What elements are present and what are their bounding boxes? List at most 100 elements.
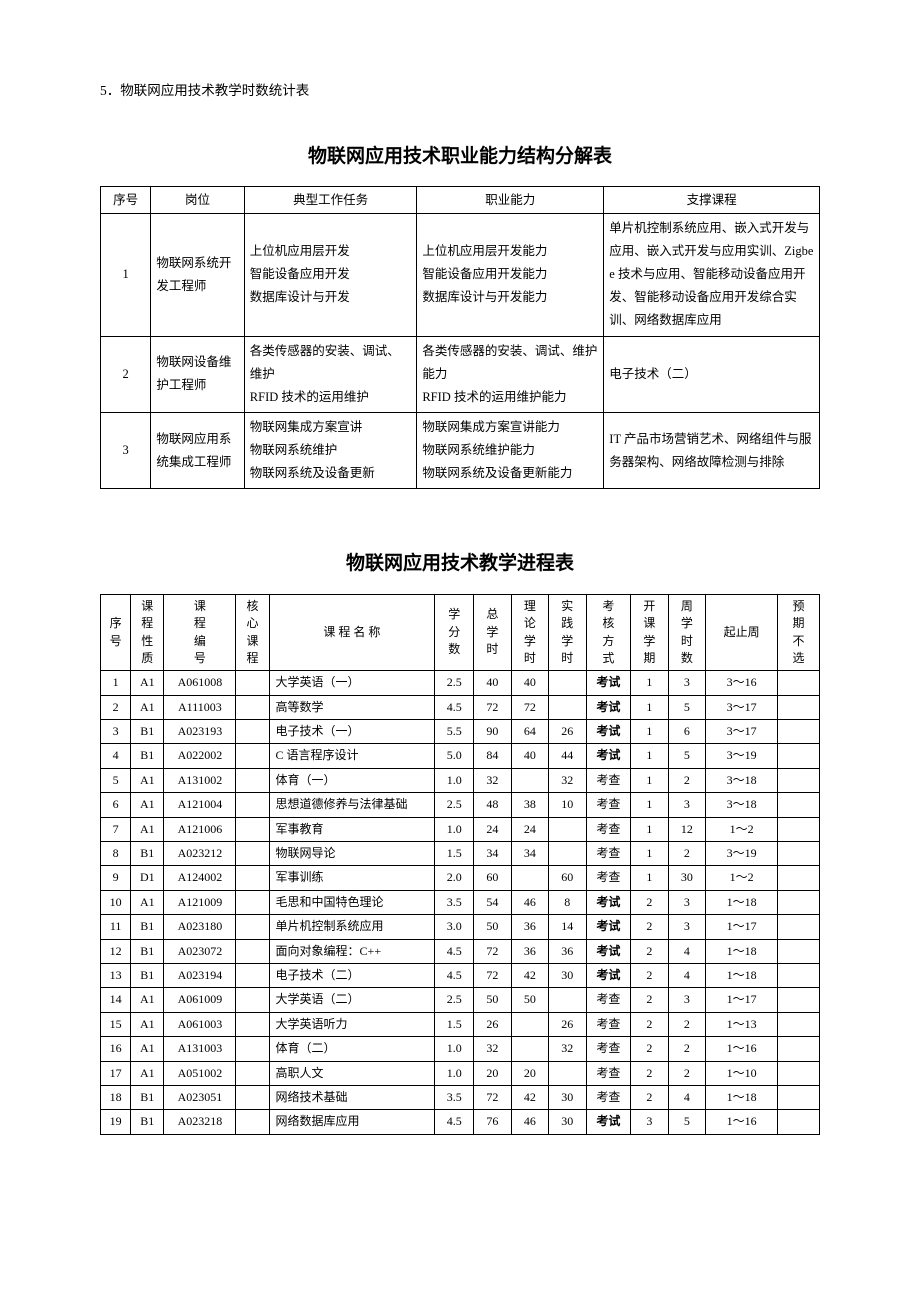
cell: 1 [631,817,668,841]
cell: 考查 [586,817,631,841]
cell: 26 [549,720,586,744]
cell: 30 [668,866,705,890]
cell: 2 [631,915,668,939]
cell: 考查 [586,842,631,866]
cell [778,964,820,988]
cell: 1 [631,793,668,817]
cell: 72 [474,939,511,963]
cell: 2 [101,695,131,719]
table-row: 10A1A121009毛思和中国特色理论3.554468考试231～18 [101,890,820,914]
section-label: 5．物联网应用技术教学时数统计表 [100,80,820,102]
col-header: 总学时 [474,594,511,671]
cell: 4.5 [435,964,474,988]
title-table2: 物联网应用技术教学进程表 [100,549,820,579]
cell [778,915,820,939]
cell: 2 [631,939,668,963]
cell: 2 [668,1037,705,1061]
cell: A111003 [164,695,236,719]
cell: 90 [474,720,511,744]
cell: 8 [549,890,586,914]
cell: 14 [549,915,586,939]
cell [236,866,269,890]
cell [778,988,820,1012]
schedule-table: 序号课程性质课程编号核心课程课 程 名 称学分数总学时理论学时实践学时考核方式开… [100,594,820,1135]
cell: 1～18 [706,1085,778,1109]
cell [236,1012,269,1036]
cell: A1 [131,1061,164,1085]
cell: 1 [101,213,151,336]
cell: 38 [511,793,548,817]
cell: 2.5 [435,988,474,1012]
cell: 大学英语听力 [269,1012,435,1036]
cell: 72 [511,695,548,719]
cell: 3～18 [706,768,778,792]
cell: 考查 [586,866,631,890]
cell: 3～17 [706,695,778,719]
cell: A121009 [164,890,236,914]
cell [778,768,820,792]
cell: 4.5 [435,939,474,963]
cell: A023051 [164,1085,236,1109]
cell [549,695,586,719]
cell: 1～18 [706,939,778,963]
cell: 3 [668,988,705,1012]
cell: 上位机应用层开发智能设备应用开发数据库设计与开发 [244,213,417,336]
cell: 1.0 [435,817,474,841]
cell: 72 [474,1085,511,1109]
title-table1: 物联网应用技术职业能力结构分解表 [100,142,820,172]
table-row: 3物联网应用系统集成工程师物联网集成方案宣讲物联网系统维护物联网系统及设备更新物… [101,412,820,488]
cell [236,744,269,768]
cell: 26 [549,1012,586,1036]
cell: A1 [131,1012,164,1036]
cell: 2 [631,1037,668,1061]
cell: 3 [668,793,705,817]
cell: 高等数学 [269,695,435,719]
cell: 3 [668,671,705,695]
table-header-row: 序号课程性质课程编号核心课程课 程 名 称学分数总学时理论学时实践学时考核方式开… [101,594,820,671]
cell: 体育（一） [269,768,435,792]
cell: 6 [668,720,705,744]
cell: 1.0 [435,1061,474,1085]
cell [236,842,269,866]
cell: 1 [631,695,668,719]
cell: 军事训练 [269,866,435,890]
col-header: 课程编号 [164,594,236,671]
cell: 32 [549,768,586,792]
cell: A121006 [164,817,236,841]
cell: A022002 [164,744,236,768]
cell: C 语言程序设计 [269,744,435,768]
cell: A1 [131,671,164,695]
table-header-row: 序号岗位典型工作任务职业能力支撑课程 [101,186,820,213]
cell: 1 [631,866,668,890]
cell: 高职人文 [269,1061,435,1085]
cell [236,915,269,939]
cell: 2 [101,336,151,412]
cell: 5 [101,768,131,792]
cell: 2 [631,1085,668,1109]
cell: 考查 [586,988,631,1012]
cell: 5 [668,695,705,719]
cell [511,1012,548,1036]
cell: A131002 [164,768,236,792]
cell: 5 [668,744,705,768]
cell: 48 [474,793,511,817]
cell: 3 [101,412,151,488]
cell [549,988,586,1012]
cell: A023072 [164,939,236,963]
cell [236,720,269,744]
cell: 3.0 [435,915,474,939]
cell: B1 [131,1110,164,1134]
cell: 4.5 [435,695,474,719]
cell: 电子技术（一） [269,720,435,744]
cell: 1～13 [706,1012,778,1036]
cell [549,671,586,695]
cell: 5 [668,1110,705,1134]
cell: 14 [101,988,131,1012]
cell: 30 [549,1110,586,1134]
cell: A023218 [164,1110,236,1134]
cell: 2 [668,768,705,792]
cell: 40 [474,671,511,695]
cell: 考试 [586,915,631,939]
cell: 42 [511,964,548,988]
cell: 考查 [586,768,631,792]
